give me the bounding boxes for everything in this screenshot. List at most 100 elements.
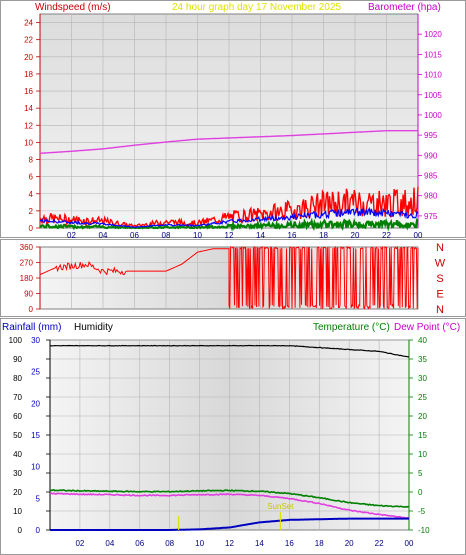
wind-direction-series	[39, 245, 419, 310]
wind-ytick-label: 6	[29, 173, 34, 182]
rainfall-ytick-label: 25	[31, 368, 40, 377]
humidity-ytick-label: 10	[13, 507, 22, 516]
header-title: 24 hour graph day 17 November 2025	[172, 2, 341, 13]
climate-xtick-label: 02	[75, 539, 84, 548]
baro-ytick-label: 1010	[424, 71, 442, 80]
compass-label: N	[436, 242, 444, 254]
header-barometer-label: Barometer (hpa)	[368, 2, 441, 13]
wind-xtick-label: 08	[162, 231, 171, 240]
dewpoint-series	[49, 492, 410, 520]
climate-xtick-label: 10	[195, 539, 204, 548]
climate-xtick-label: 00	[405, 539, 414, 548]
wind-xtick-label: 00	[414, 231, 423, 240]
humidity-ytick-label: 40	[13, 450, 22, 459]
humidity-ytick-label: 20	[13, 488, 22, 497]
wind-ytick-label: 16	[24, 87, 33, 96]
baro-ytick-label: 990	[424, 151, 438, 160]
humidity-ytick-label: 50	[13, 431, 22, 440]
compass-label: E	[436, 289, 443, 301]
wind-xtick-label: 20	[351, 231, 360, 240]
wind-xtick-label: 10	[193, 231, 202, 240]
humidity-ytick-label: 30	[13, 469, 22, 478]
compass-label: W	[435, 258, 446, 270]
wind-xtick-label: 04	[99, 231, 108, 240]
rainfall-series	[50, 517, 409, 531]
climate-xtick-label: 14	[255, 539, 264, 548]
baro-ytick-label: 995	[424, 131, 438, 140]
rainfall-ytick-label: 20	[31, 399, 40, 408]
humidity-ytick-label: 90	[13, 355, 22, 364]
baro-ytick-label: 980	[424, 192, 438, 201]
humidity-ytick-label: 60	[13, 412, 22, 421]
direction-ytick-label: 0	[29, 305, 34, 314]
climate-xtick-label: 18	[315, 539, 324, 548]
climate-xtick-label: 22	[375, 539, 384, 548]
temperature-ytick-label: -5	[418, 507, 426, 516]
baro-ytick-label: 975	[424, 212, 438, 221]
wind-xtick-label: 12	[225, 231, 234, 240]
baro-ytick-label: 985	[424, 172, 438, 181]
humidity-series	[49, 344, 410, 358]
temperature-ytick-label: 10	[418, 450, 427, 459]
baro-ytick-label: 1015	[424, 50, 442, 59]
wind-ytick-label: 18	[24, 70, 33, 79]
temperature-ytick-label: 35	[418, 355, 427, 364]
compass-label: N	[436, 304, 444, 316]
dewpoint-label: Dew Point (°C)	[394, 322, 460, 333]
humidity-ytick-label: 100	[9, 336, 23, 345]
temperature-ytick-label: 0	[418, 488, 423, 497]
wind-ytick-label: 10	[24, 138, 33, 147]
climate-xtick-label: 06	[135, 539, 144, 548]
temperature-ytick-label: 5	[418, 469, 423, 478]
wind-average-series	[39, 206, 419, 228]
wind-ytick-label: 4	[29, 190, 34, 199]
barometer-series	[39, 129, 418, 154]
humidity-ytick-label: 70	[13, 393, 22, 402]
temperature-ytick-label: 20	[418, 412, 427, 421]
direction-ytick-label: 270	[20, 259, 34, 268]
baro-ytick-label: 1000	[424, 111, 442, 120]
wind-xtick-label: 18	[319, 231, 328, 240]
wind-xtick-label: 14	[256, 231, 265, 240]
temperature-ytick-label: 15	[418, 431, 427, 440]
wind-xtick-label: 16	[288, 231, 297, 240]
wind-ytick-label: 0	[29, 224, 34, 233]
baro-ytick-label: 1005	[424, 91, 442, 100]
wind-ytick-label: 2	[29, 207, 34, 216]
temperature-ytick-label: -10	[418, 526, 430, 535]
wind-ytick-label: 22	[24, 36, 33, 45]
climate-xtick-label: 16	[285, 539, 294, 548]
rainfall-ytick-label: 30	[31, 336, 40, 345]
temperature-label: Temperature (°C)	[313, 322, 390, 333]
wind-xtick-label: 02	[67, 231, 76, 240]
wind-calm-series	[39, 217, 419, 232]
humidity-ytick-label: 80	[13, 374, 22, 383]
wind-ytick-label: 14	[24, 104, 33, 113]
climate-xtick-label: 08	[165, 539, 174, 548]
wind-ytick-label: 8	[29, 156, 34, 165]
direction-ytick-label: 360	[20, 243, 34, 252]
rainfall-ytick-label: 10	[31, 463, 40, 472]
wind-ytick-label: 12	[24, 121, 33, 130]
climate-xtick-label: 20	[345, 539, 354, 548]
rainfall-label: Rainfall (mm)	[2, 322, 61, 333]
compass-label: S	[436, 273, 443, 285]
rainfall-ytick-label: 0	[36, 526, 41, 535]
temperature-ytick-label: 30	[418, 374, 427, 383]
baro-ytick-label: 1020	[424, 30, 442, 39]
wind-ytick-label: 20	[24, 53, 33, 62]
temperature-series	[49, 488, 410, 508]
temperature-ytick-label: 25	[418, 393, 427, 402]
direction-ytick-label: 90	[24, 290, 33, 299]
wind-ytick-label: 24	[24, 19, 33, 28]
climate-xtick-label: 04	[105, 539, 114, 548]
direction-ytick-label: 180	[20, 274, 34, 283]
humidity-ytick-label: 0	[18, 526, 23, 535]
climate-xtick-label: 12	[225, 539, 234, 548]
header-windspeed-label: Windspeed (m/s)	[35, 2, 111, 13]
rainfall-ytick-label: 5	[36, 494, 41, 503]
humidity-label: Humidity	[74, 322, 113, 333]
sunset-label: SunSet	[267, 502, 294, 511]
